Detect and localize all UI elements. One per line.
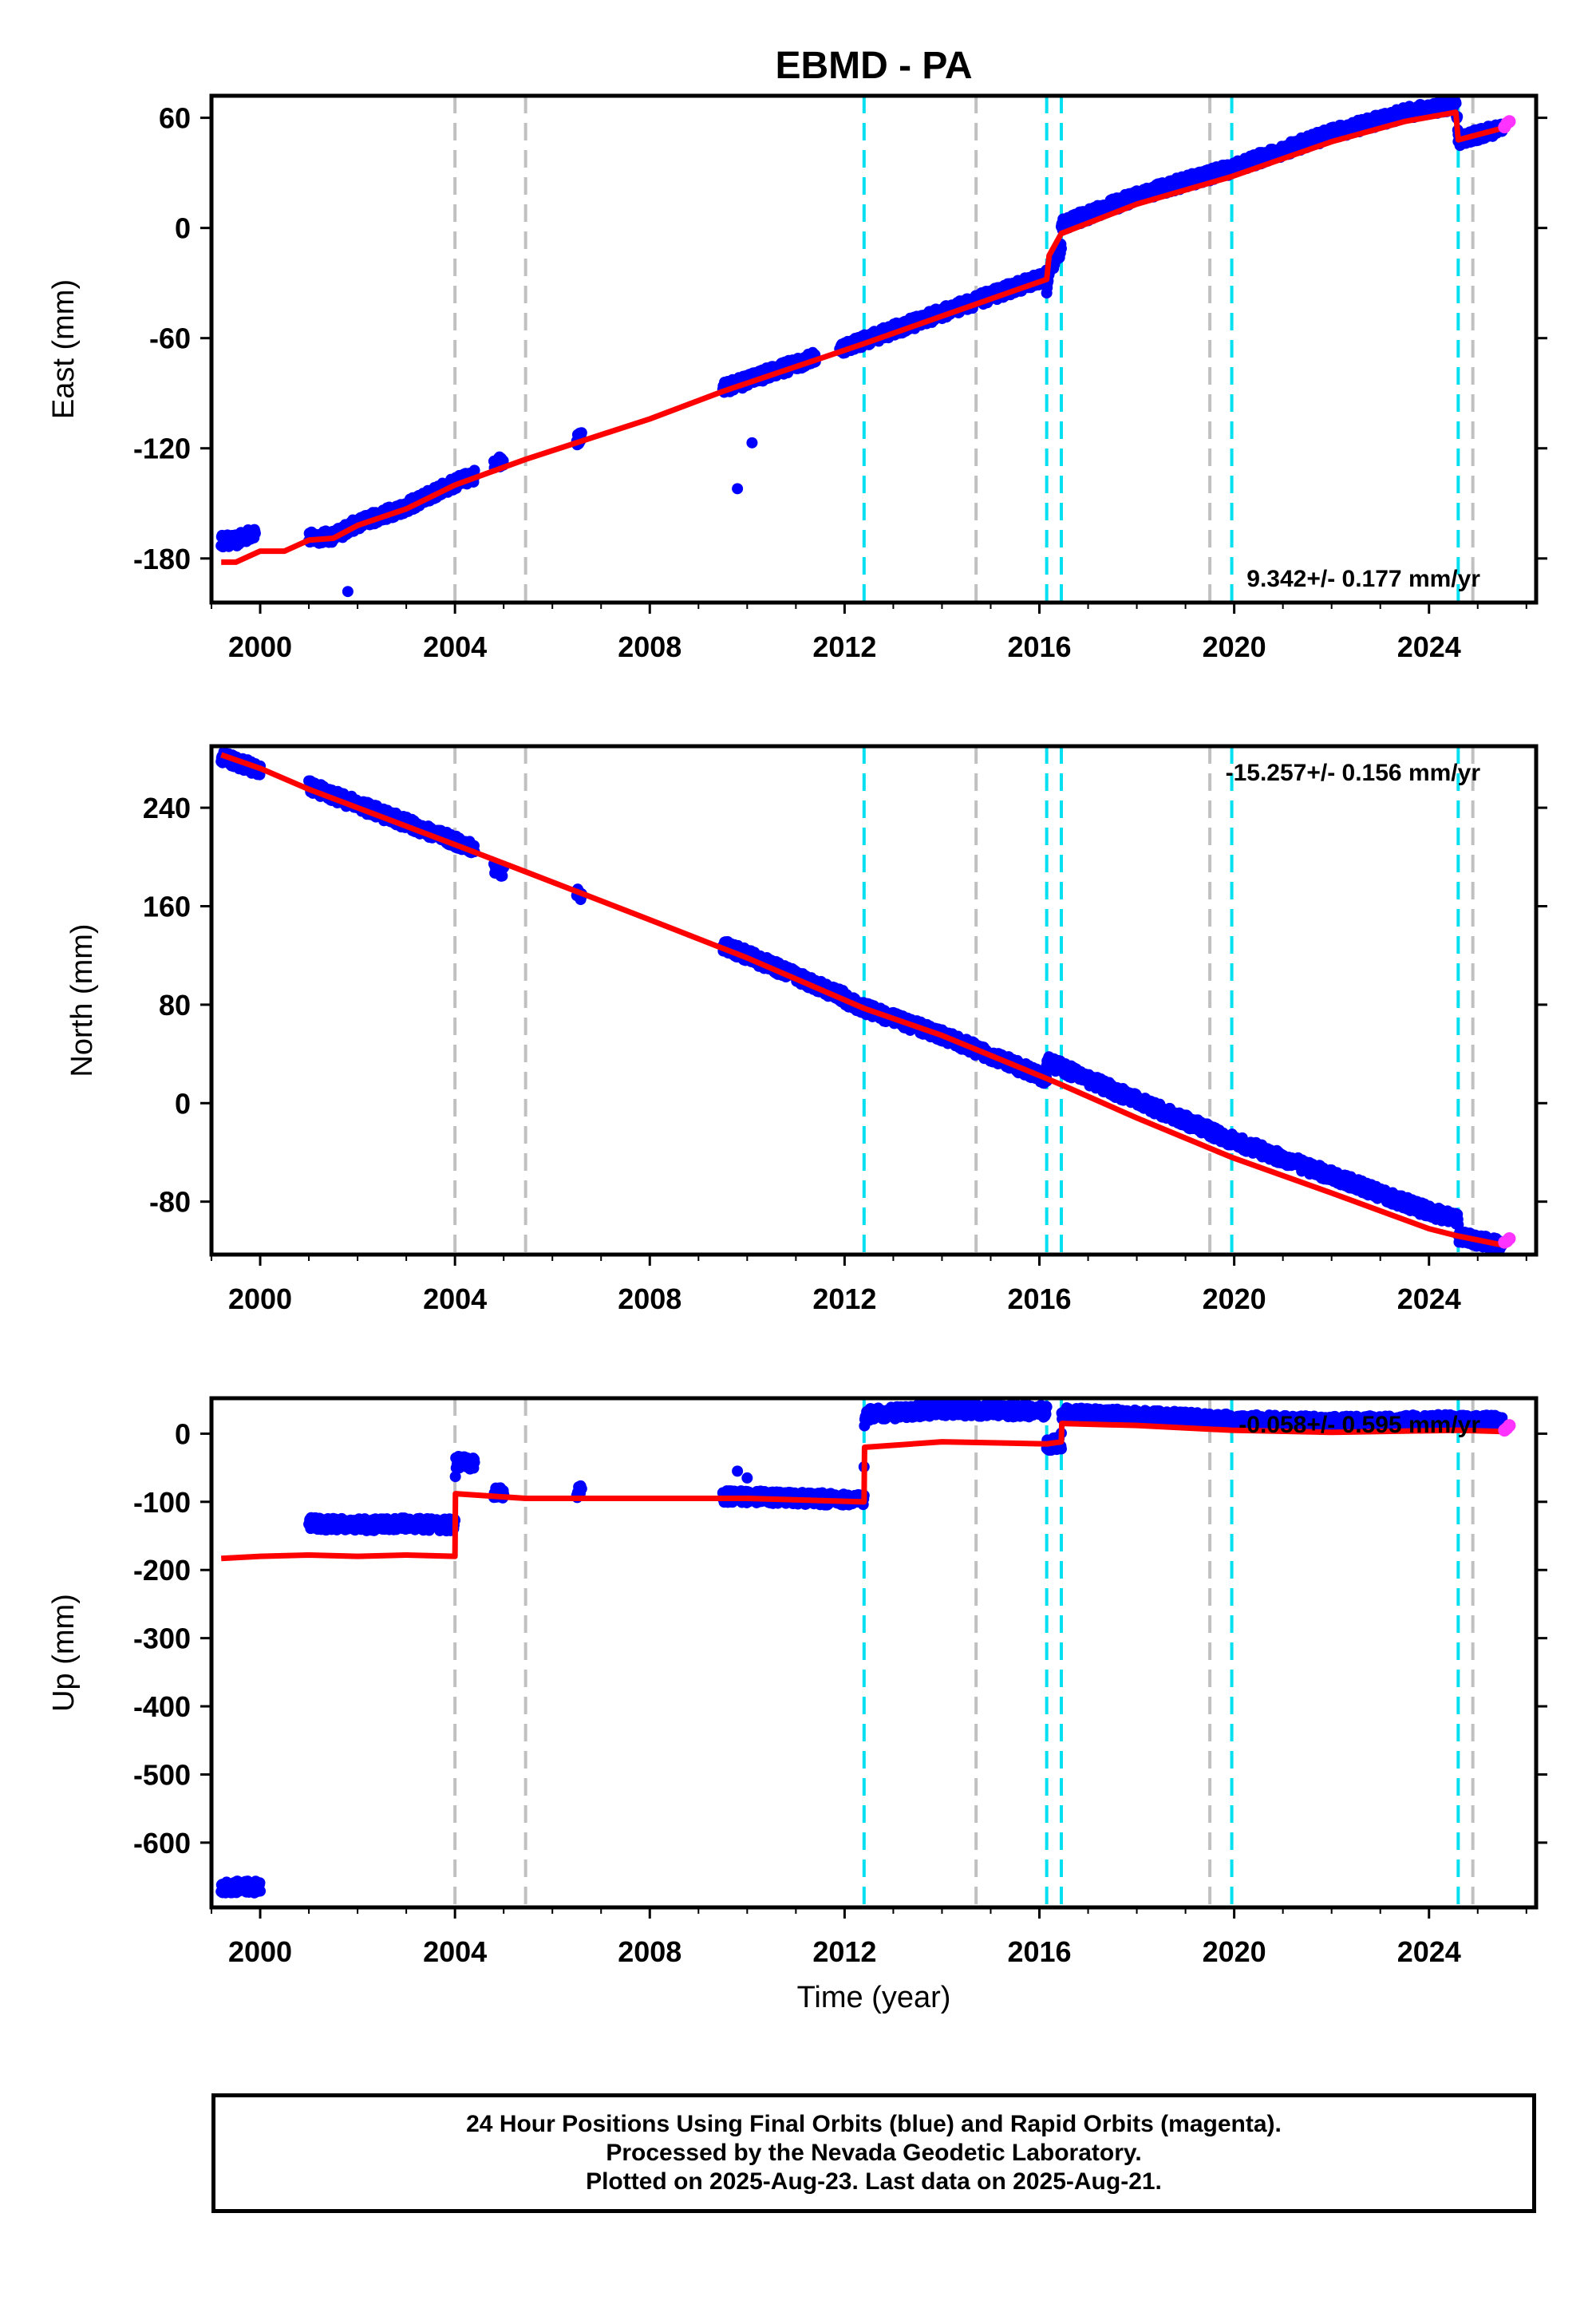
x-tick-label: 2020 xyxy=(1203,630,1266,663)
x-tick-label: 2004 xyxy=(423,1282,487,1315)
x-tick-label: 2004 xyxy=(423,630,487,663)
y-tick-label: 0 xyxy=(175,1087,191,1120)
x-tick-label: 2000 xyxy=(228,1282,292,1315)
data-point-east xyxy=(468,464,480,476)
plot-area-north xyxy=(215,746,1516,1255)
y-tick-label: -120 xyxy=(133,433,191,465)
frame-east xyxy=(209,93,1539,605)
x-tick-label: 2012 xyxy=(812,630,876,663)
x-tick-label: 2012 xyxy=(812,1282,876,1315)
data-point-up xyxy=(254,1877,266,1889)
panel-east: 2000 2004 2008 2012 2016 2020 2024 -180 -120 -60 0… xyxy=(47,93,1547,663)
x-tick-label: 2024 xyxy=(1397,1282,1461,1315)
panel-up: 2000 2004 2008 2012 2016 2020 2024-600-500-400… xyxy=(47,1396,1547,1968)
data-point-up xyxy=(255,1885,267,1897)
y-tick-label: 0 xyxy=(175,212,191,245)
data-point-east xyxy=(1450,97,1462,109)
y-tick-label: -60 xyxy=(149,322,191,355)
x-tick-label: 2024 xyxy=(1397,630,1461,663)
y-tick-label: 60 xyxy=(159,102,191,135)
model-line-east xyxy=(221,109,1508,565)
x-tick-label: 2000 xyxy=(228,630,292,663)
outlier-point-east xyxy=(746,437,758,449)
y-tick-label: 80 xyxy=(159,989,191,1022)
rate-label-north: -15.257+/- 0.156 mm/yr xyxy=(1226,760,1481,786)
x-tick-label: 2016 xyxy=(1007,1282,1071,1315)
rapid-point-north xyxy=(1503,1231,1516,1245)
model-line-north xyxy=(220,752,1508,1249)
data-point-east xyxy=(249,528,261,539)
y-tick-label: -80 xyxy=(149,1186,191,1219)
x-tick-label: 2020 xyxy=(1203,1282,1266,1315)
x-tick-label: 2008 xyxy=(618,630,681,663)
x-tick-label: 2016 xyxy=(1007,630,1071,663)
plot-area-east xyxy=(215,96,1516,603)
plot-area-up xyxy=(215,1398,1516,1907)
data-point-east xyxy=(1055,243,1067,255)
y-axis-label-north: North (mm) xyxy=(65,923,99,1077)
y-axis-label-east: East (mm) xyxy=(47,279,81,419)
frame-north xyxy=(209,744,1539,1257)
rapid-point-east xyxy=(1503,115,1516,128)
rate-label-east: 9.342+/- 0.177 mm/yr xyxy=(1246,566,1480,592)
chart-title: EBMD - PA xyxy=(775,45,972,87)
outlier-point-east xyxy=(732,483,744,495)
outlier-point-east xyxy=(342,586,354,598)
x-tick-label: 2008 xyxy=(618,1282,681,1315)
data-point-east xyxy=(575,427,587,439)
panel-north: 2000 2004 2008 2012 2016 2020 2024 -80 0 80 160 240… xyxy=(65,744,1547,1315)
y-tick-label: 160 xyxy=(143,891,191,923)
y-tick-label: -180 xyxy=(133,543,191,575)
y-tick-label: 240 xyxy=(143,792,191,824)
